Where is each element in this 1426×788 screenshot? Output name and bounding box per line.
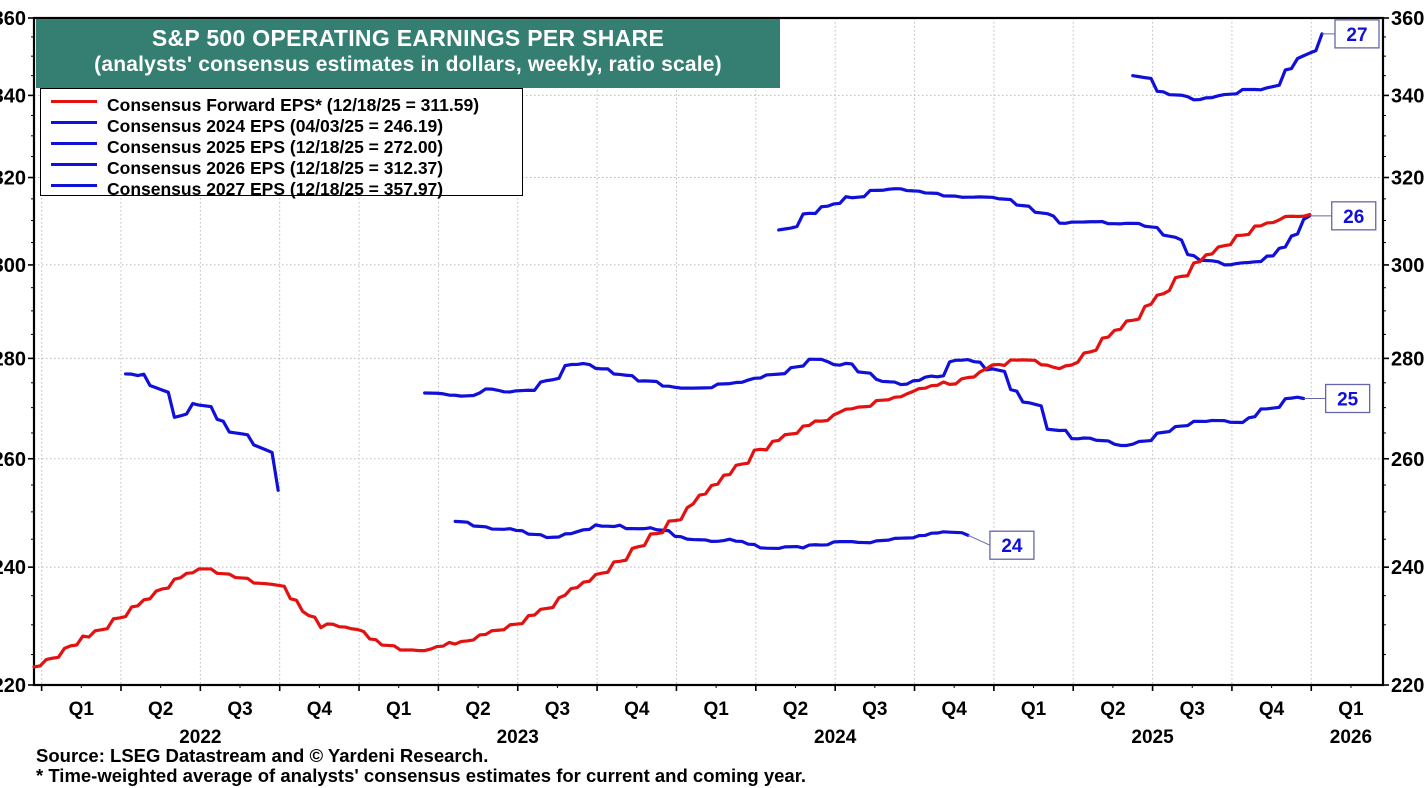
svg-text:240: 240 [1391, 557, 1424, 579]
svg-text:26: 26 [1343, 207, 1364, 228]
svg-text:280: 280 [1391, 348, 1424, 370]
svg-text:340: 340 [1391, 85, 1424, 107]
svg-text:Q2: Q2 [465, 699, 490, 720]
svg-text:2025: 2025 [1131, 727, 1174, 748]
svg-text:220: 220 [1391, 675, 1424, 697]
svg-text:Q4: Q4 [624, 699, 650, 720]
svg-text:Q4: Q4 [1259, 699, 1285, 720]
svg-text:Q2: Q2 [1100, 699, 1125, 720]
svg-text:360: 360 [0, 8, 26, 30]
svg-text:320: 320 [0, 168, 26, 190]
svg-text:Q1: Q1 [1338, 699, 1364, 720]
svg-text:Q1: Q1 [703, 699, 729, 720]
svg-text:Q1: Q1 [69, 699, 95, 720]
svg-text:Q3: Q3 [862, 699, 887, 720]
svg-text:Q4: Q4 [307, 699, 333, 720]
svg-text:220: 220 [0, 675, 26, 697]
svg-text:Q3: Q3 [1180, 699, 1205, 720]
svg-text:Q1: Q1 [1021, 699, 1047, 720]
svg-text:2023: 2023 [497, 727, 539, 748]
svg-text:Q3: Q3 [227, 699, 252, 720]
svg-text:Q2: Q2 [783, 699, 808, 720]
svg-text:2026: 2026 [1330, 727, 1372, 748]
svg-text:260: 260 [0, 449, 26, 471]
svg-text:Q1: Q1 [386, 699, 412, 720]
svg-text:Q4: Q4 [942, 699, 968, 720]
svg-text:27: 27 [1346, 25, 1367, 46]
svg-text:360: 360 [1391, 8, 1424, 30]
svg-text:240: 240 [0, 557, 26, 579]
svg-text:Q2: Q2 [148, 699, 173, 720]
svg-text:25: 25 [1337, 390, 1359, 411]
svg-text:260: 260 [1391, 449, 1424, 471]
svg-text:Q3: Q3 [545, 699, 570, 720]
svg-text:24: 24 [1001, 536, 1023, 557]
svg-text:280: 280 [0, 348, 26, 370]
svg-text:340: 340 [0, 85, 26, 107]
svg-text:320: 320 [1391, 168, 1424, 190]
svg-text:2024: 2024 [814, 727, 857, 748]
svg-text:300: 300 [0, 255, 26, 277]
svg-text:300: 300 [1391, 255, 1424, 277]
